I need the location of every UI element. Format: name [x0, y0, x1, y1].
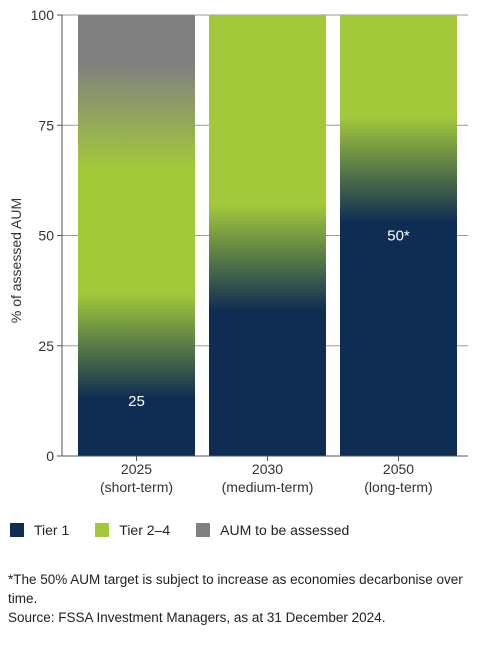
y-tick-label: 50 — [38, 228, 54, 244]
bar-2 — [209, 15, 326, 456]
legend-label-aum: AUM to be assessed — [220, 522, 350, 538]
x-tick-label: 2030 — [252, 461, 283, 477]
legend-item-tier1: Tier 1 — [10, 522, 69, 538]
source-note: Source: FSSA Investment Managers, as at … — [8, 610, 386, 625]
footnote: *The 50% AUM target is subject to increa… — [8, 572, 463, 606]
bars — [78, 15, 457, 456]
legend: Tier 1 Tier 2–4 AUM to be assessed — [10, 522, 375, 538]
y-tick-label: 0 — [46, 448, 54, 464]
legend-label-tier1: Tier 1 — [34, 522, 70, 538]
data-label: 25 — [128, 393, 145, 410]
legend-swatch-aum — [196, 523, 211, 537]
y-tick-label: 25 — [38, 338, 54, 354]
axes — [57, 14, 468, 461]
legend-item-tier24: Tier 2–4 — [95, 522, 170, 538]
data-label: 50* — [387, 228, 410, 245]
x-tick-label: (long-term) — [364, 479, 432, 495]
x-tick-label: 2050 — [383, 461, 414, 477]
legend-swatch-tier24 — [95, 523, 110, 537]
bar-3 — [340, 15, 457, 456]
legend-swatch-tier1 — [10, 523, 24, 537]
y-axis-title: % of assessed AUM — [8, 198, 24, 323]
legend-label-tier24: Tier 2–4 — [119, 522, 171, 538]
x-tick-label: 2025 — [121, 461, 152, 477]
x-tick-label: (short-term) — [100, 479, 173, 495]
legend-item-aum: AUM to be assessed — [196, 522, 349, 538]
stacked-bar-chart: 0 25 50 75 100 % of assessed AUM 2025 (short-te… — [8, 7, 468, 495]
x-tick-label: (medium-term) — [222, 479, 314, 495]
bar-1 — [78, 15, 195, 456]
labels: 0 25 50 75 100 % of assessed AUM 2025 (short-te… — [8, 7, 433, 495]
y-tick-label: 100 — [31, 7, 55, 23]
y-tick-label: 75 — [38, 117, 54, 133]
chart-notes: *The 50% AUM target is subject to increa… — [8, 570, 474, 627]
